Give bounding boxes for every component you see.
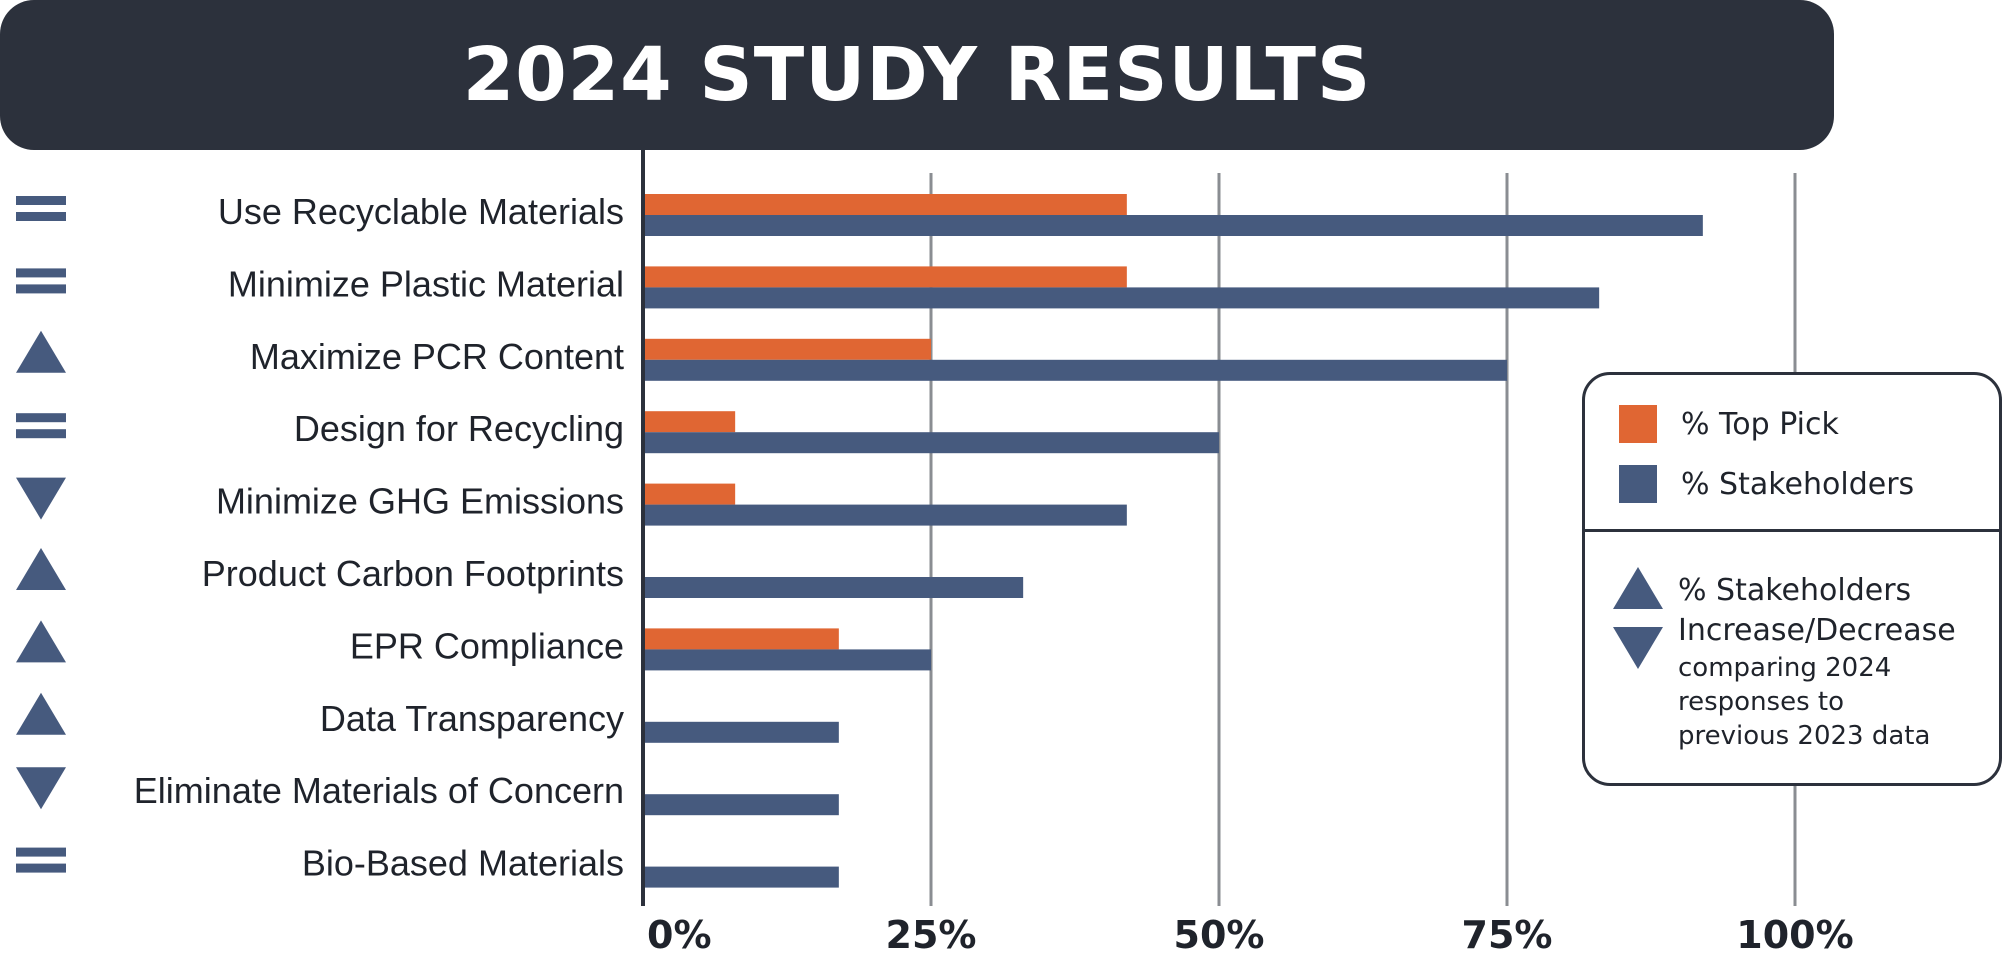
category-label-0: Use Recyclable Materials	[218, 191, 624, 232]
legend-label-top-pick: % Top Pick	[1681, 406, 1839, 442]
bar-stakeholders-8	[643, 794, 839, 816]
bar-top-pick-2	[643, 338, 931, 360]
triangle-up-icon-7	[16, 692, 66, 735]
triangle-up-icon-6	[16, 620, 66, 663]
category-label-9: Bio-Based Materials	[302, 843, 624, 884]
legend-trend-note: % Stakeholders Increase/Decrease compari…	[1678, 571, 1998, 753]
equal-icon-9	[16, 847, 66, 857]
legend-swatch-stakeholders	[1619, 465, 1657, 503]
bar-stakeholders-2	[643, 359, 1507, 381]
triangle-up-icon	[1613, 567, 1663, 609]
category-label-3: Design for Recycling	[294, 408, 624, 449]
equal-icon-bar2-3	[16, 429, 66, 439]
triangle-up-icon-5	[16, 548, 66, 590]
bar-stakeholders-3	[643, 432, 1219, 454]
equal-icon-0	[16, 196, 66, 205]
triangle-up-icon-2	[16, 330, 66, 373]
equal-icon-bar2-0	[16, 212, 66, 221]
x-tick-label-0: 0%	[647, 913, 712, 957]
equal-icon-bar2-9	[16, 863, 66, 873]
x-tick-label-25: 25%	[886, 913, 977, 957]
triangle-down-icon	[1613, 627, 1663, 669]
bar-stakeholders-7	[643, 721, 839, 743]
legend-trend-line2: Increase/Decrease	[1678, 613, 1956, 648]
bar-top-pick-4	[643, 483, 736, 505]
category-label-8: Eliminate Materials of Concern	[134, 770, 624, 811]
category-label-1: Minimize Plastic Material	[228, 263, 624, 304]
legend-label-stakeholders: % Stakeholders	[1681, 466, 1915, 502]
x-tick-label-100: 100%	[1736, 913, 1853, 957]
bar-stakeholders-5	[643, 577, 1024, 598]
legend-divider	[1585, 529, 1999, 532]
equal-icon-bar2-1	[16, 284, 66, 294]
bar-top-pick-1	[643, 266, 1127, 288]
x-tick-label-75: 75%	[1462, 913, 1553, 957]
legend-item-top-pick: % Top Pick	[1619, 405, 1839, 443]
bar-top-pick-3	[643, 411, 736, 433]
page-title: 2024 STUDY RESULTS	[462, 32, 1372, 118]
legend-item-stakeholders: % Stakeholders	[1619, 465, 1914, 503]
category-label-5: Product Carbon Footprints	[202, 553, 624, 594]
equal-icon-1	[16, 268, 66, 278]
bar-top-pick-6	[643, 628, 839, 650]
legend-trend-description: comparing 2024 responses to previous 202…	[1678, 653, 1931, 751]
bar-stakeholders-6	[643, 649, 931, 671]
bar-stakeholders-9	[643, 866, 839, 888]
x-tick-label-50: 50%	[1174, 913, 1265, 957]
category-label-2: Maximize PCR Content	[250, 336, 624, 377]
triangle-down-icon-8	[16, 767, 66, 810]
category-label-7: Data Transparency	[320, 698, 624, 739]
bar-stakeholders-1	[643, 287, 1600, 309]
bar-stakeholders-4	[643, 504, 1127, 526]
bar-stakeholders-0	[643, 215, 1703, 236]
legend-trend-line1: % Stakeholders	[1678, 573, 1912, 608]
legend-box: % Top Pick % Stakeholders % Stakeholders…	[1582, 372, 2002, 786]
category-label-6: EPR Compliance	[350, 625, 624, 666]
legend-swatch-top-pick	[1619, 405, 1657, 443]
equal-icon-3	[16, 413, 66, 423]
title-banner: 2024 STUDY RESULTS	[0, 0, 1834, 150]
category-label-4: Minimize GHG Emissions	[216, 481, 624, 522]
triangle-down-icon-4	[16, 477, 66, 520]
bar-top-pick-0	[643, 194, 1127, 215]
legend-trend-icons	[1613, 567, 1663, 669]
